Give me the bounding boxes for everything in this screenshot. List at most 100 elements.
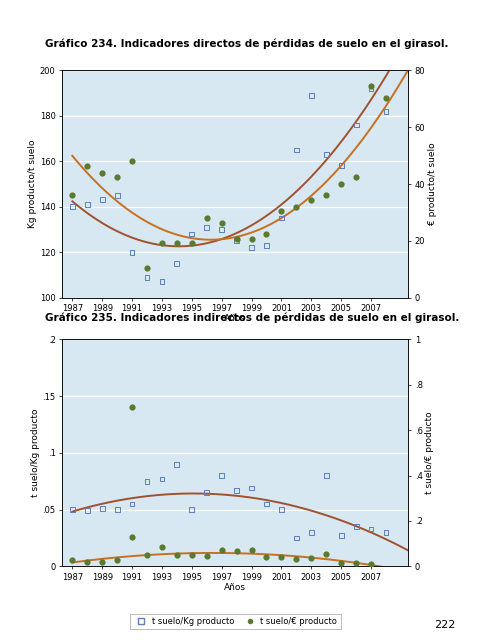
Point — [382, 106, 390, 116]
Point — [83, 199, 91, 209]
Point — [337, 179, 345, 189]
Point — [158, 276, 166, 287]
Point — [278, 206, 286, 216]
Point — [203, 222, 211, 232]
Point — [218, 470, 226, 481]
Point — [322, 190, 330, 200]
Point — [128, 532, 136, 542]
Point — [352, 120, 360, 130]
Point — [128, 156, 136, 166]
Point — [173, 238, 181, 248]
Point — [143, 272, 151, 282]
Point — [113, 190, 121, 200]
Point — [322, 149, 330, 159]
Point — [158, 474, 166, 484]
Point — [278, 213, 286, 223]
Point — [98, 503, 106, 513]
Point — [188, 550, 196, 561]
Point — [307, 195, 315, 205]
Point — [173, 259, 181, 269]
Point — [98, 195, 106, 205]
Point — [307, 554, 315, 564]
Point — [337, 161, 345, 171]
Point — [307, 90, 315, 100]
Point — [233, 234, 241, 244]
Point — [173, 459, 181, 469]
Point — [262, 552, 270, 562]
Point — [143, 550, 151, 560]
Point — [322, 548, 330, 559]
Point — [113, 172, 121, 182]
Point — [113, 504, 121, 515]
Point — [68, 202, 76, 212]
Point — [293, 533, 300, 543]
Point — [367, 559, 375, 569]
Point — [83, 161, 91, 171]
X-axis label: Años: Años — [224, 314, 246, 323]
Point — [143, 263, 151, 273]
Point — [128, 403, 136, 413]
Point — [233, 546, 241, 556]
Text: Gráfico 235. Indicadores indirectos de pérdidas de suelo en el girasol.: Gráfico 235. Indicadores indirectos de p… — [45, 313, 459, 323]
Point — [307, 527, 315, 538]
Point — [367, 83, 375, 93]
Point — [68, 554, 76, 564]
Point — [98, 557, 106, 567]
Point — [128, 247, 136, 257]
Point — [68, 504, 76, 515]
Point — [158, 541, 166, 552]
Text: * Fuente: Elaboración propia: * Fuente: Elaboración propia — [62, 381, 171, 391]
Point — [158, 238, 166, 248]
Point — [278, 552, 286, 563]
Point — [293, 554, 300, 564]
Point — [337, 558, 345, 568]
Point — [382, 527, 390, 538]
Point — [203, 488, 211, 498]
Point — [262, 229, 270, 239]
Point — [248, 243, 255, 253]
Point — [367, 81, 375, 92]
Point — [352, 558, 360, 568]
Text: Gráfico 234. Indicadores directos de pérdidas de suelo en el girasol.: Gráfico 234. Indicadores directos de pér… — [45, 39, 448, 49]
Point — [128, 499, 136, 509]
Legend: Kg producto/t suelo, € producto/t suelo: Kg producto/t suelo, € producto/t suelo — [130, 345, 341, 360]
Point — [293, 202, 300, 212]
Point — [248, 483, 255, 493]
Point — [218, 218, 226, 228]
Point — [173, 550, 181, 561]
Point — [367, 524, 375, 534]
Point — [233, 236, 241, 246]
X-axis label: Años: Años — [224, 583, 246, 592]
Point — [113, 554, 121, 564]
Point — [262, 240, 270, 250]
Point — [278, 504, 286, 515]
Point — [143, 476, 151, 486]
Point — [83, 506, 91, 516]
Point — [83, 557, 91, 567]
Point — [262, 499, 270, 509]
Point — [218, 545, 226, 556]
Point — [337, 531, 345, 541]
Y-axis label: € producto/t suelo: € producto/t suelo — [428, 143, 437, 225]
Point — [98, 168, 106, 178]
Point — [188, 238, 196, 248]
Point — [322, 470, 330, 481]
Point — [218, 224, 226, 234]
Point — [68, 190, 76, 200]
Point — [233, 485, 241, 495]
Y-axis label: t suelo/€ producto: t suelo/€ producto — [425, 412, 435, 494]
Point — [203, 213, 211, 223]
Legend: t suelo/Kg producto, t suelo/€ producto: t suelo/Kg producto, t suelo/€ producto — [130, 614, 341, 629]
Point — [188, 229, 196, 239]
Point — [248, 234, 255, 244]
Text: 222: 222 — [434, 621, 455, 630]
Point — [248, 545, 255, 556]
Point — [293, 145, 300, 155]
Point — [352, 522, 360, 532]
Point — [382, 93, 390, 103]
Y-axis label: t suelo/Kg producto: t suelo/Kg producto — [31, 408, 40, 497]
Y-axis label: Kg producto/t suelo: Kg producto/t suelo — [28, 140, 37, 228]
Point — [352, 172, 360, 182]
Point — [203, 551, 211, 561]
Point — [188, 504, 196, 515]
